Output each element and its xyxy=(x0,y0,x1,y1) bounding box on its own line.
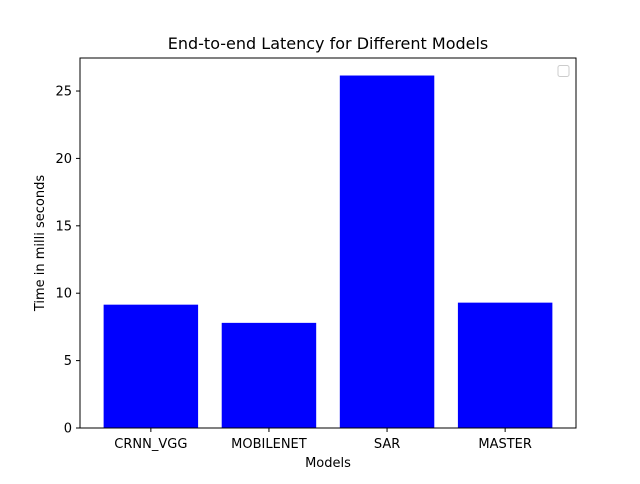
y-axis-label: Time in milli seconds xyxy=(33,175,48,313)
y-tick-label: 10 xyxy=(55,287,72,302)
y-tick-label: 5 xyxy=(64,354,72,369)
bars-group xyxy=(103,75,553,429)
chart-title: End-to-end Latency for Different Models xyxy=(168,34,489,53)
plot-frame xyxy=(79,57,577,429)
y-axis: 0 5 10 15 20 25 xyxy=(55,85,80,437)
legend-box xyxy=(557,65,570,77)
bar-crnn-vgg xyxy=(103,304,199,428)
x-tick-label: CRNN_VGG xyxy=(114,437,187,452)
x-axis: CRNN_VGG MOBILENET SAR MASTER xyxy=(114,428,532,452)
bar-sar xyxy=(339,75,435,429)
y-tick-label: 25 xyxy=(55,85,72,100)
y-tick-label: 0 xyxy=(64,422,72,437)
x-tick-label: SAR xyxy=(374,437,400,452)
bar-mobilenet xyxy=(221,322,317,428)
y-tick-label: 20 xyxy=(55,152,72,167)
x-tick-label: MOBILENET xyxy=(231,437,307,452)
x-axis-label: Models xyxy=(305,456,351,471)
x-tick-label: MASTER xyxy=(478,437,532,452)
y-tick-label: 15 xyxy=(55,219,72,234)
bar-master xyxy=(457,302,553,428)
